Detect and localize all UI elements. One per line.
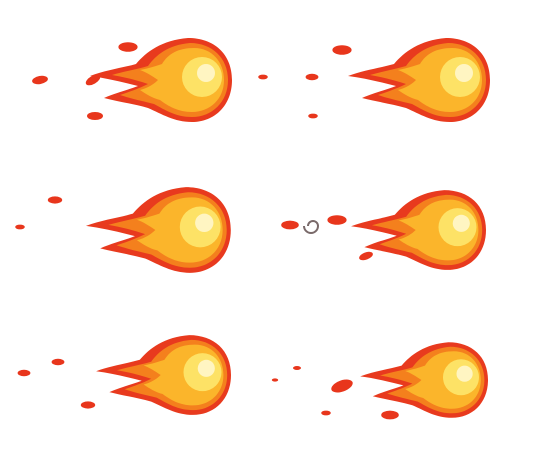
fireball [351,190,486,270]
fireball [360,342,488,418]
fireball [96,335,231,415]
fireball [90,38,232,122]
smoke-swirl [303,220,320,234]
fireball [85,187,231,273]
fireball [348,38,490,122]
